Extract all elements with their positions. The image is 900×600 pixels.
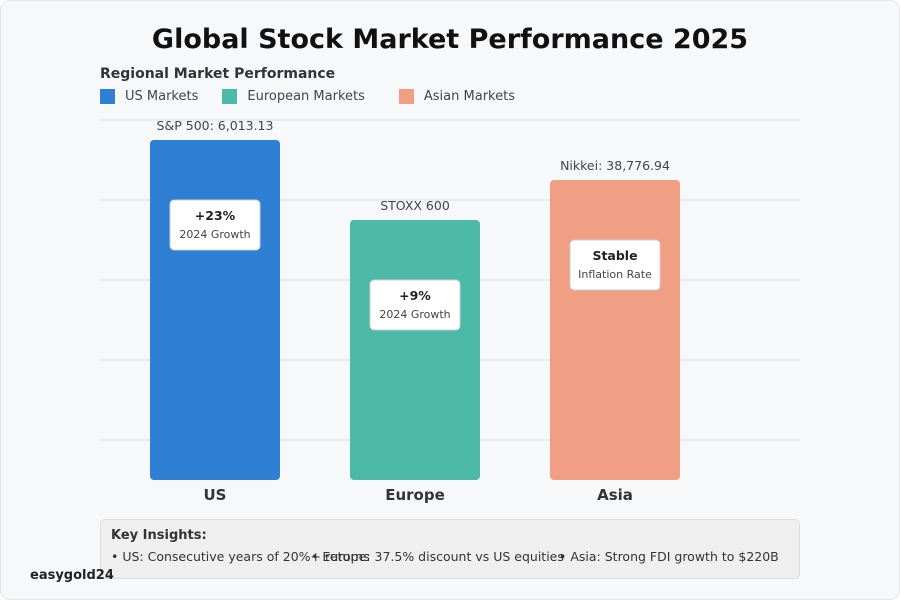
legend-item-us: US Markets xyxy=(100,89,198,104)
legend-swatch xyxy=(100,89,115,104)
bar-us xyxy=(150,140,280,480)
category-label: US xyxy=(204,486,227,504)
legend: US Markets European Markets Asian Market… xyxy=(100,89,539,104)
bar-chart: S&P 500: 6,013.13 US +23% 2024 Growth STOXX … xyxy=(100,118,800,504)
insight-europe: • Europe: 37.5% discount vs US equities xyxy=(311,549,564,564)
insight-us: • US: Consecutive years of 20%+ returns xyxy=(111,549,370,564)
legend-label: US Markets xyxy=(125,89,199,104)
key-insights: Key Insights: • US: Consecutive years of… xyxy=(100,519,800,579)
callout-box xyxy=(369,279,461,331)
bar-top-label: S&P 500: 6,013.13 xyxy=(157,118,274,133)
bar-top-label: STOXX 600 xyxy=(380,198,450,213)
category-label: Europe xyxy=(385,486,445,504)
chart-subtitle: Regional Market Performance xyxy=(100,66,336,82)
category-label: Asia xyxy=(597,486,633,504)
insights-heading: Key Insights: xyxy=(111,528,207,543)
callout-value: +9% xyxy=(399,288,431,303)
chart-title: Global Stock Market Performance 2025 xyxy=(151,24,749,55)
legend-label: Asian Markets xyxy=(423,89,515,104)
callout-box xyxy=(169,199,261,251)
callout-value: Stable xyxy=(592,248,637,263)
legend-swatch xyxy=(222,89,238,104)
callout-box xyxy=(569,239,661,291)
legend-item-asia: Asian Markets xyxy=(398,89,515,104)
bar-top-label: Nikkei: 38,776.94 xyxy=(560,158,670,173)
bar-asia xyxy=(550,180,680,480)
callout-value: +23% xyxy=(195,208,236,223)
callout-label: 2024 Growth xyxy=(179,228,250,241)
watermark: easygold24 xyxy=(30,568,114,583)
legend-swatch xyxy=(398,89,414,104)
callout-label: Inflation Rate xyxy=(578,268,652,281)
legend-item-europe: European Markets xyxy=(222,89,365,104)
callout-label: 2024 Growth xyxy=(379,308,450,321)
insight-asia: • Asia: Strong FDI growth to $220B xyxy=(559,549,779,564)
bar-europe xyxy=(350,220,480,480)
legend-label: European Markets xyxy=(247,89,365,104)
